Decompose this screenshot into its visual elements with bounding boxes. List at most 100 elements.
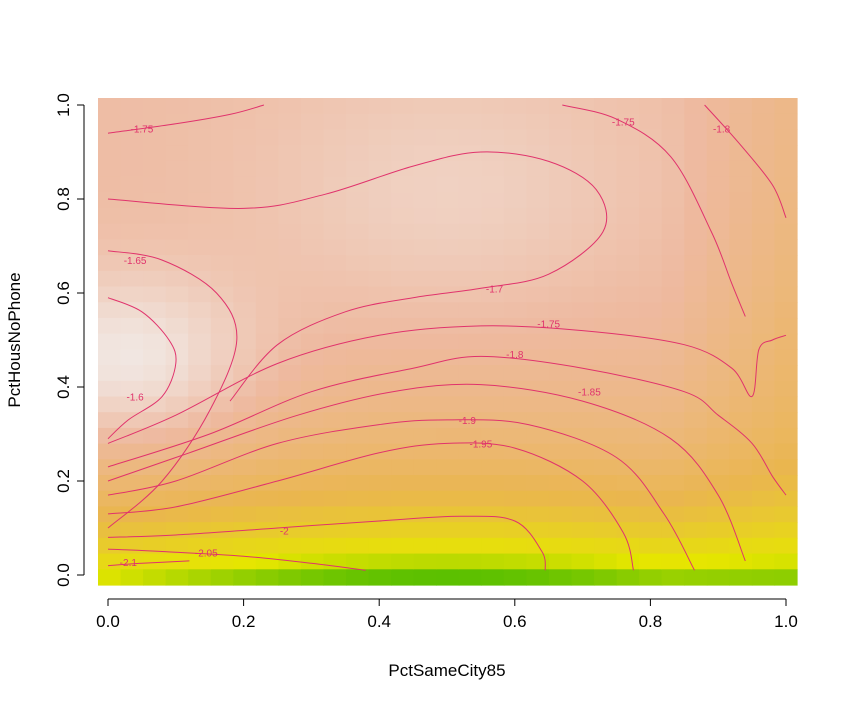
heatmap-cell bbox=[188, 459, 212, 476]
heatmap-cell bbox=[413, 349, 437, 366]
heatmap-cell bbox=[594, 349, 618, 366]
heatmap-cell bbox=[368, 365, 392, 382]
heatmap-cell bbox=[98, 207, 122, 225]
heatmap-cell bbox=[503, 270, 528, 288]
heatmap-cell bbox=[548, 459, 573, 476]
heatmap-cell bbox=[526, 302, 550, 319]
heatmap-cell bbox=[346, 98, 370, 115]
heatmap-cell bbox=[98, 459, 122, 476]
heatmap-cell bbox=[300, 427, 325, 445]
heatmap-cell bbox=[684, 270, 708, 288]
heatmap-cell bbox=[436, 396, 460, 413]
heatmap-cell bbox=[233, 380, 257, 398]
x-axis: 0.0 0.2 0.4 0.6 0.8 1.0 bbox=[96, 598, 798, 631]
heatmap-cell bbox=[661, 223, 685, 240]
heatmap-cell bbox=[255, 459, 279, 476]
heatmap-cell bbox=[233, 207, 257, 225]
heatmap-cell bbox=[413, 333, 437, 350]
contour-label: -1.6 bbox=[126, 392, 144, 403]
heatmap-cell bbox=[684, 98, 708, 115]
heatmap-cell bbox=[165, 176, 189, 193]
heatmap-cell bbox=[751, 427, 776, 445]
heatmap-cell bbox=[481, 522, 505, 539]
heatmap-cell bbox=[188, 569, 212, 586]
heatmap-cell bbox=[481, 286, 505, 303]
heatmap-cell bbox=[684, 506, 708, 523]
heatmap-cell bbox=[436, 113, 460, 131]
heatmap-cell bbox=[188, 207, 212, 225]
heatmap-cell bbox=[684, 443, 708, 460]
heatmap-cell bbox=[639, 443, 663, 460]
heatmap-cell bbox=[323, 537, 347, 555]
heatmap-cell bbox=[120, 207, 144, 225]
heatmap-cell bbox=[188, 506, 212, 523]
heatmap-cell bbox=[526, 396, 550, 413]
heatmap-cell bbox=[594, 490, 618, 508]
heatmap-cell bbox=[571, 113, 595, 131]
heatmap-cell bbox=[503, 412, 528, 429]
heatmap-cell bbox=[661, 459, 685, 476]
heatmap-cell bbox=[481, 129, 505, 146]
heatmap-cell bbox=[503, 113, 528, 131]
heatmap-cell bbox=[639, 349, 663, 366]
heatmap-cell bbox=[684, 129, 708, 146]
heatmap-cell bbox=[774, 286, 798, 303]
heatmap-cell bbox=[143, 270, 167, 288]
heatmap-cell bbox=[526, 239, 550, 256]
heatmap-cell bbox=[98, 553, 122, 570]
heatmap-cell bbox=[98, 317, 122, 335]
heatmap-cell bbox=[413, 396, 437, 413]
heatmap-cell bbox=[571, 286, 595, 303]
heatmap-cell bbox=[368, 412, 392, 429]
heatmap-cell bbox=[729, 270, 753, 288]
heatmap-cell bbox=[481, 270, 505, 288]
heatmap-cell bbox=[255, 349, 279, 366]
heatmap-cell bbox=[98, 239, 122, 256]
heatmap-cell bbox=[594, 145, 618, 162]
heatmap-cell bbox=[255, 569, 279, 586]
heatmap-cell bbox=[661, 443, 685, 460]
heatmap-cell bbox=[278, 506, 302, 523]
heatmap-cell bbox=[323, 475, 347, 492]
heatmap-cell bbox=[255, 396, 279, 413]
heatmap-cell bbox=[774, 317, 798, 335]
heatmap-cell bbox=[436, 145, 460, 162]
heatmap-cell bbox=[661, 129, 685, 146]
heatmap-cell bbox=[436, 176, 460, 193]
heatmap-cell bbox=[413, 192, 437, 209]
heatmap-cell bbox=[368, 427, 392, 445]
heatmap-cell bbox=[391, 129, 415, 146]
heatmap-cell bbox=[391, 537, 415, 555]
heatmap-cell bbox=[616, 412, 640, 429]
heatmap-cell bbox=[594, 459, 618, 476]
contour-line bbox=[704, 104, 787, 218]
heatmap-cell bbox=[346, 129, 370, 146]
heatmap-cell bbox=[639, 537, 663, 555]
heatmap-cell bbox=[233, 396, 257, 413]
heatmap-cell bbox=[413, 129, 437, 146]
heatmap-cell bbox=[391, 522, 415, 539]
heatmap-cell bbox=[481, 380, 505, 398]
heatmap-cell bbox=[639, 176, 663, 193]
heatmap-cell bbox=[548, 427, 573, 445]
heatmap-cell bbox=[436, 475, 460, 492]
heatmap-cell bbox=[436, 459, 460, 476]
heatmap-cell bbox=[413, 207, 437, 225]
heatmap-cell bbox=[143, 176, 167, 193]
heatmap-cell bbox=[503, 192, 528, 209]
heatmap-cell bbox=[548, 270, 573, 288]
heatmap-cell bbox=[729, 192, 753, 209]
heatmap-cell bbox=[616, 443, 640, 460]
heatmap-cell bbox=[526, 380, 550, 398]
heatmap-cell bbox=[616, 255, 640, 272]
heatmap-cell bbox=[774, 490, 798, 508]
heatmap-cell bbox=[458, 207, 482, 225]
heatmap-cell bbox=[526, 192, 550, 209]
heatmap-cell bbox=[594, 380, 618, 398]
heatmap-cell bbox=[300, 270, 325, 288]
heatmap-cell bbox=[706, 537, 730, 555]
heatmap-cell bbox=[391, 569, 415, 586]
heatmap-cell bbox=[639, 98, 663, 115]
heatmap-cell bbox=[98, 569, 122, 586]
heatmap-cell bbox=[458, 129, 482, 146]
